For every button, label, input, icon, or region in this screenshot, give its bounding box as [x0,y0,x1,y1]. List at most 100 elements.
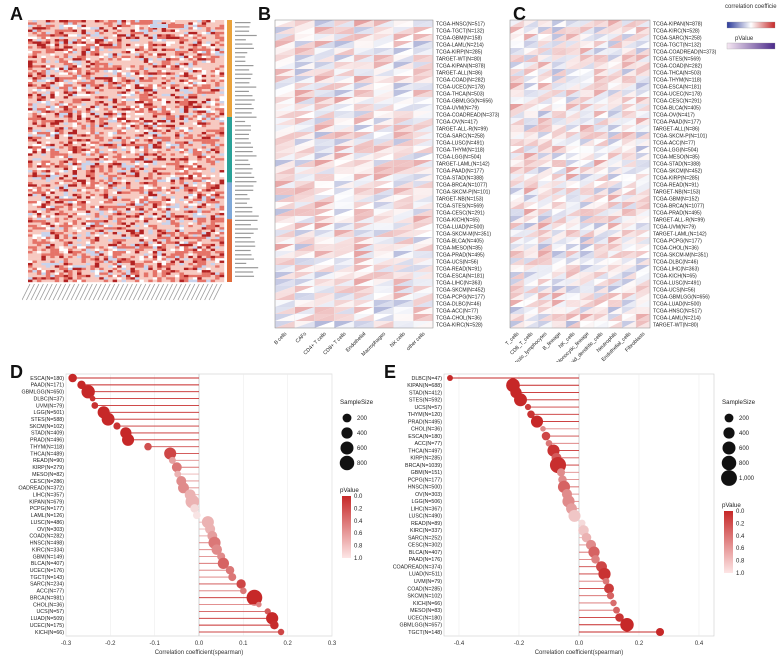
heatmap-a-cell [108,184,113,187]
heatmap-a-cell [117,155,122,159]
heatmap-a-cell [54,79,60,83]
heatmap-a-cell [99,227,104,230]
heatmap-a-cell [90,46,96,49]
heatmap-a-cell [45,193,51,197]
heatmap-a-cell [210,208,216,211]
heatmap-a-cell [161,146,167,149]
heatmap-a-cell [143,31,149,35]
heatmap-a-cell [197,224,202,228]
heatmap-a-cell [201,55,207,59]
heatmap-a-cell [206,267,211,271]
heatmap-a-cell [206,224,211,228]
heatmap-a-cell [45,184,51,187]
heatmap-a-cell [112,84,118,87]
heatmap-a-cell [63,146,69,149]
heatmap-a-cell [41,179,47,183]
heatmap-a-cell [130,29,136,33]
heatmap-a-cell [36,53,42,56]
heatmap-a-cell [157,146,162,149]
heatmap-a-cell [170,81,176,85]
heatmap-a-cell [161,129,167,133]
heatmap-a-cell [130,146,136,149]
heatmap-a-row-label [235,155,257,157]
heatmap-a-cell [103,20,109,23]
heatmap-a-cell [152,162,158,166]
heatmap-a-cell [77,81,82,85]
heatmap-a-cell [108,62,113,66]
heatmap-a-cell [188,151,194,154]
heatmap-a-cell [210,110,216,114]
heatmap-a-cell [50,22,55,25]
heatmap-a-cell [161,184,167,187]
heatmap-a-cell [210,246,216,249]
heatmap-a-cell [94,100,100,104]
heatmap-a-cell [148,231,153,235]
heatmap-a-cell [219,167,225,171]
heatmap-a-cell [108,236,113,240]
heatmap-a-cell [108,53,113,56]
heatmap-a-cell [81,234,87,237]
heatmap-a-cell [179,100,185,104]
heatmap-a-cell [63,100,69,104]
heatmap-a-cell [148,172,153,176]
heatmap-a-cell [134,224,140,228]
heatmap-a-cell [45,120,51,123]
heatmap-a-cell [72,277,78,280]
heatmap-a-cell [206,34,211,37]
heatmap-a-cell [32,258,38,261]
heatmap-a-cell [28,217,33,221]
heatmap-a-cell [179,20,185,23]
heatmap-a-cell [36,148,42,152]
heatmap-a-cell [99,72,104,75]
heatmap-a-cell [161,160,167,164]
heatmap-a-cell [63,153,69,156]
heatmap-a-cell [81,74,87,78]
heatmap-a-cell [188,29,194,33]
heatmap-a-cell [219,217,225,221]
heatmap-a-cell [210,124,216,128]
heatmap-a-cell [201,31,207,35]
heatmap-a-cell [41,112,47,116]
heatmap-a-cell [28,274,33,278]
heatmap-a-cell [103,151,109,154]
heatmap-a-cell [130,162,136,166]
heatmap-a-cell [99,236,104,240]
heatmap-a-cell [219,258,225,261]
heatmap-a-cell [134,158,140,161]
heatmap-a-cell [179,98,185,102]
heatmap-a-cell [157,158,162,161]
heatmap-a-cell [143,122,149,125]
heatmap-a-cell [94,129,100,133]
heatmap-a-cell [112,270,118,273]
heatmap-a-cell [183,153,189,156]
heatmap-a-cell [166,112,171,116]
heatmap-a-cell [166,248,171,252]
heatmap-a-cell [41,31,47,35]
heatmap-a-cell [183,127,189,130]
heatmap-a-cell [112,151,118,154]
heatmap-a-cell [85,196,91,199]
heatmap-a-cell [121,251,127,254]
heatmap-a-cell [72,191,78,195]
heatmap-a-cell [32,36,38,40]
heatmap-a-cell [134,274,140,278]
heatmap-a-cell [108,70,113,73]
heatmap-a-cell [219,72,225,75]
heatmap-a-cell [130,89,136,92]
heatmap-a-cell [41,58,47,61]
heatmap-a-cell [45,267,51,271]
heatmap-a-cell [152,191,158,195]
heatmap-a-cell [201,72,207,75]
heatmap-a-cell [192,22,198,25]
heatmap-a-cell [188,98,194,102]
heatmap-a-cell [175,122,180,125]
heatmap-a-cell [77,131,82,135]
heatmap-a-cell [94,89,100,92]
heatmap-a-cell [215,108,220,111]
heatmap-a-cell [148,84,153,87]
heatmap-a-cell [59,220,64,223]
heatmap-a-cell [161,110,167,114]
heatmap-a-row-label [235,267,259,269]
heatmap-a-cell [219,143,225,147]
heatmap-a-cell [139,93,145,97]
